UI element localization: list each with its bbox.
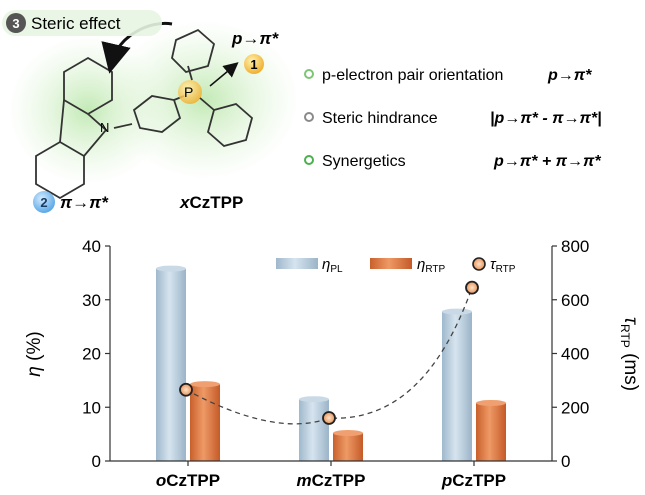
right-phenyl-ring bbox=[206, 103, 254, 147]
bars bbox=[156, 265, 506, 461]
left-tick-label: 30 bbox=[82, 291, 101, 310]
tau-rtp-point bbox=[179, 382, 193, 397]
molecule-scheme: N P 3 Steric effect p→π* 1 2 π→π* xCzTP bbox=[2, 10, 300, 213]
p-arrow bbox=[209, 62, 239, 87]
n-phenyl-bond bbox=[113, 123, 133, 129]
category-labels: oCzTPP mCzTPP pCzTPP bbox=[156, 471, 506, 490]
bar-eta-pl-body bbox=[299, 399, 329, 461]
mechanism-item: Synergetics p→π* + π→π* bbox=[304, 153, 601, 170]
bar-eta-pl-top bbox=[442, 308, 472, 315]
p-number-circle bbox=[244, 54, 264, 74]
legend-label-pl: ηPL bbox=[322, 256, 343, 275]
bullet-icon bbox=[304, 155, 314, 165]
mechanism-text: Synergetics bbox=[322, 153, 406, 170]
bar-eta-pl-top bbox=[156, 265, 186, 272]
bar-eta-rtp-body bbox=[190, 384, 220, 461]
legend-swatch-rtp bbox=[370, 258, 412, 269]
bar-eta-rtp bbox=[190, 381, 220, 461]
bar-eta-rtp-top bbox=[333, 430, 363, 437]
tau-rtp-point bbox=[322, 411, 336, 425]
carbazole-n-bonds bbox=[83, 113, 108, 157]
bar-eta-pl bbox=[442, 308, 472, 461]
pi-number-circle bbox=[33, 191, 55, 213]
mechanism-item: Steric hindrance |p→π* - π→π*| bbox=[304, 110, 602, 127]
category-label: pCzTPP bbox=[441, 471, 506, 490]
right-axis-title: τRTP (ms) bbox=[618, 317, 641, 391]
steric-badge bbox=[2, 10, 162, 36]
tau-rtp-point bbox=[465, 280, 479, 295]
bar-eta-pl-top bbox=[299, 396, 329, 403]
mechanism-formula: p→π* + π→π* bbox=[493, 153, 601, 170]
legend-label-rtp: ηRTP bbox=[417, 256, 445, 275]
bullet-icon bbox=[304, 69, 314, 79]
phosphorus-orbital bbox=[178, 80, 202, 104]
chart-legend: ηPL ηRTP τRTP bbox=[276, 256, 516, 275]
right-tick-label: 800 bbox=[561, 237, 589, 256]
mechanism-formula: |p→π* - π→π*| bbox=[490, 110, 602, 127]
p-right-bond bbox=[199, 97, 215, 111]
bar-eta-rtp-body bbox=[333, 433, 363, 461]
legend-swatch-pl bbox=[276, 258, 318, 269]
steric-label: Steric effect bbox=[31, 14, 121, 33]
bar-eta-rtp-top bbox=[190, 381, 220, 388]
bullet-icon bbox=[304, 112, 314, 122]
phosphorus-atom: P bbox=[184, 84, 193, 100]
bar-eta-pl bbox=[156, 265, 186, 461]
p-top-bond bbox=[187, 65, 193, 81]
bar-eta-rtp bbox=[333, 430, 363, 461]
left-axis-title: η (%) bbox=[24, 331, 45, 376]
left-tick-label: 10 bbox=[82, 398, 101, 417]
top-phenyl-ring bbox=[171, 28, 216, 74]
tau-rtp-points bbox=[179, 280, 479, 425]
left-tick-label: 0 bbox=[92, 452, 101, 471]
right-tick-label: 400 bbox=[561, 345, 589, 364]
p-transition-label: p→π* bbox=[231, 29, 279, 48]
bar-eta-pl-body bbox=[156, 268, 186, 461]
steric-number: 3 bbox=[12, 16, 19, 31]
left-tick-label: 40 bbox=[82, 237, 101, 256]
mechanism-legend: p-electron pair orientation p→π* Steric … bbox=[304, 67, 602, 170]
pi-number: 2 bbox=[40, 195, 47, 210]
mechanism-text: Steric hindrance bbox=[322, 110, 438, 127]
right-tick-label: 600 bbox=[561, 291, 589, 310]
right-tick-label: 200 bbox=[561, 398, 589, 417]
steric-number-circle bbox=[6, 13, 26, 33]
right-tick-label: 0 bbox=[561, 452, 570, 471]
nitrogen-atom: N bbox=[100, 120, 109, 135]
bar-eta-rtp bbox=[476, 399, 506, 461]
category-label: oCzTPP bbox=[156, 471, 220, 490]
p-number: 1 bbox=[250, 57, 257, 72]
molecule-base-name: CzTPP bbox=[189, 193, 243, 212]
mechanism-text: p-electron pair orientation bbox=[322, 67, 503, 84]
mechanism-formula: p→π* bbox=[547, 67, 592, 84]
legend-marker-tau bbox=[472, 257, 486, 271]
linker-phenyl-ring bbox=[132, 95, 182, 133]
bar-eta-rtp-body bbox=[476, 402, 506, 461]
legend-label-tau: τRTP bbox=[490, 256, 516, 275]
category-label: mCzTPP bbox=[297, 471, 366, 490]
bar-eta-rtp-top bbox=[476, 399, 506, 406]
left-tick-label: 20 bbox=[82, 345, 101, 364]
molecule-name: xCzTPP bbox=[179, 193, 243, 212]
mechanism-item: p-electron pair orientation p→π* bbox=[304, 67, 592, 84]
pi-transition-label: π→π* bbox=[60, 193, 109, 212]
bar-eta-pl bbox=[299, 396, 329, 461]
bar-eta-pl-body bbox=[442, 311, 472, 461]
molecule-prefix: x bbox=[179, 193, 191, 212]
carbazole-bond bbox=[59, 99, 65, 143]
